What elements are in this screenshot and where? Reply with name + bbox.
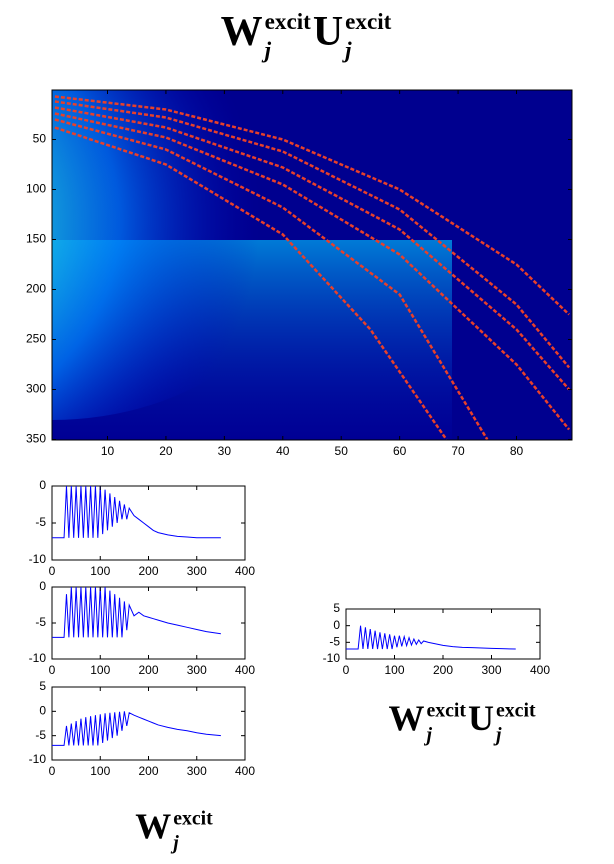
x-tick-label: 0 [49,764,56,778]
x-tick-label: 400 [530,663,550,677]
x-tick-label: 100 [90,564,110,578]
math-base: U [313,9,343,55]
ridge [54,95,570,316]
x-tick-label: 200 [433,663,453,677]
y-tick-label: 150 [26,232,46,246]
y-tick-label: 5 [333,601,340,615]
x-tick-label: 70 [451,444,465,458]
math-sub: j [261,37,272,63]
x-tick-label: 10 [101,444,115,458]
math-sup: excit [496,699,536,721]
heatmap [52,90,572,440]
line [52,485,221,539]
x-tick-label: 400 [235,564,255,578]
x-tick-label: 50 [335,444,349,458]
x-tick-label: 40 [276,444,290,458]
math-base: W [135,806,171,846]
y-tick-label: -10 [323,651,341,665]
x-tick-label: 100 [384,663,404,677]
math-sub: j [493,724,502,746]
x-tick-label: 300 [481,663,501,677]
ridge [54,100,571,369]
x-tick-label: 30 [218,444,232,458]
x-tick-label: 0 [343,663,350,677]
y-tick-label: -5 [35,515,46,529]
plot-frame [51,586,246,660]
y-tick-label: -10 [29,552,47,566]
ridge [54,118,489,440]
x-tick-label: 200 [138,564,158,578]
x-tick-label: 300 [187,764,207,778]
y-tick-label: 0 [39,478,46,492]
y-tick-label: -5 [329,635,340,649]
x-tick-label: 100 [90,663,110,677]
y-tick-label: 0 [333,618,340,632]
y-tick-label: 200 [26,282,46,296]
math-sup: excit [265,8,311,34]
x-tick-label: 400 [235,663,255,677]
x-tick-label: 300 [187,564,207,578]
math-base: W [221,9,263,55]
math-sub: j [170,832,179,854]
line [346,625,516,650]
math-sup: excit [173,807,213,829]
math-sub: j [341,37,352,63]
x-tick-label: 60 [393,444,407,458]
x-tick-label: 80 [510,444,524,458]
y-tick-label: 50 [33,132,47,146]
ridge [54,112,571,431]
math-sub: j [423,724,432,746]
plot-frame [345,608,541,660]
math-base: U [468,698,494,738]
ridge [54,126,448,440]
x-tick-label: 200 [138,663,158,677]
x-tick-label: 300 [187,663,207,677]
x-tick-label: 0 [49,564,56,578]
x-tick-label: 0 [49,663,56,677]
y-tick-label: 0 [39,579,46,593]
line [52,711,221,746]
y-tick-label: -5 [35,615,46,629]
ridge [54,106,571,391]
y-tick-label: 100 [26,182,46,196]
y-tick-label: 0 [39,704,46,718]
line [52,586,221,638]
y-tick-label: -5 [35,728,46,742]
y-tick-label: 5 [39,679,46,693]
math-sup: excit [426,699,466,721]
heatmap-hot-region [52,90,312,420]
y-tick-label: -10 [29,752,47,766]
y-tick-label: 350 [26,432,46,446]
x-tick-label: 100 [90,764,110,778]
plot-frame [51,89,573,441]
y-tick-label: -10 [29,651,47,665]
x-tick-label: 200 [138,764,158,778]
math-sup: excit [345,8,391,34]
y-tick-label: 250 [26,332,46,346]
plot-frame [51,485,246,561]
x-tick-label: 400 [235,764,255,778]
x-tick-label: 20 [159,444,173,458]
y-tick-label: 300 [26,382,46,396]
plot-frame [51,686,246,761]
math-base: W [388,698,424,738]
